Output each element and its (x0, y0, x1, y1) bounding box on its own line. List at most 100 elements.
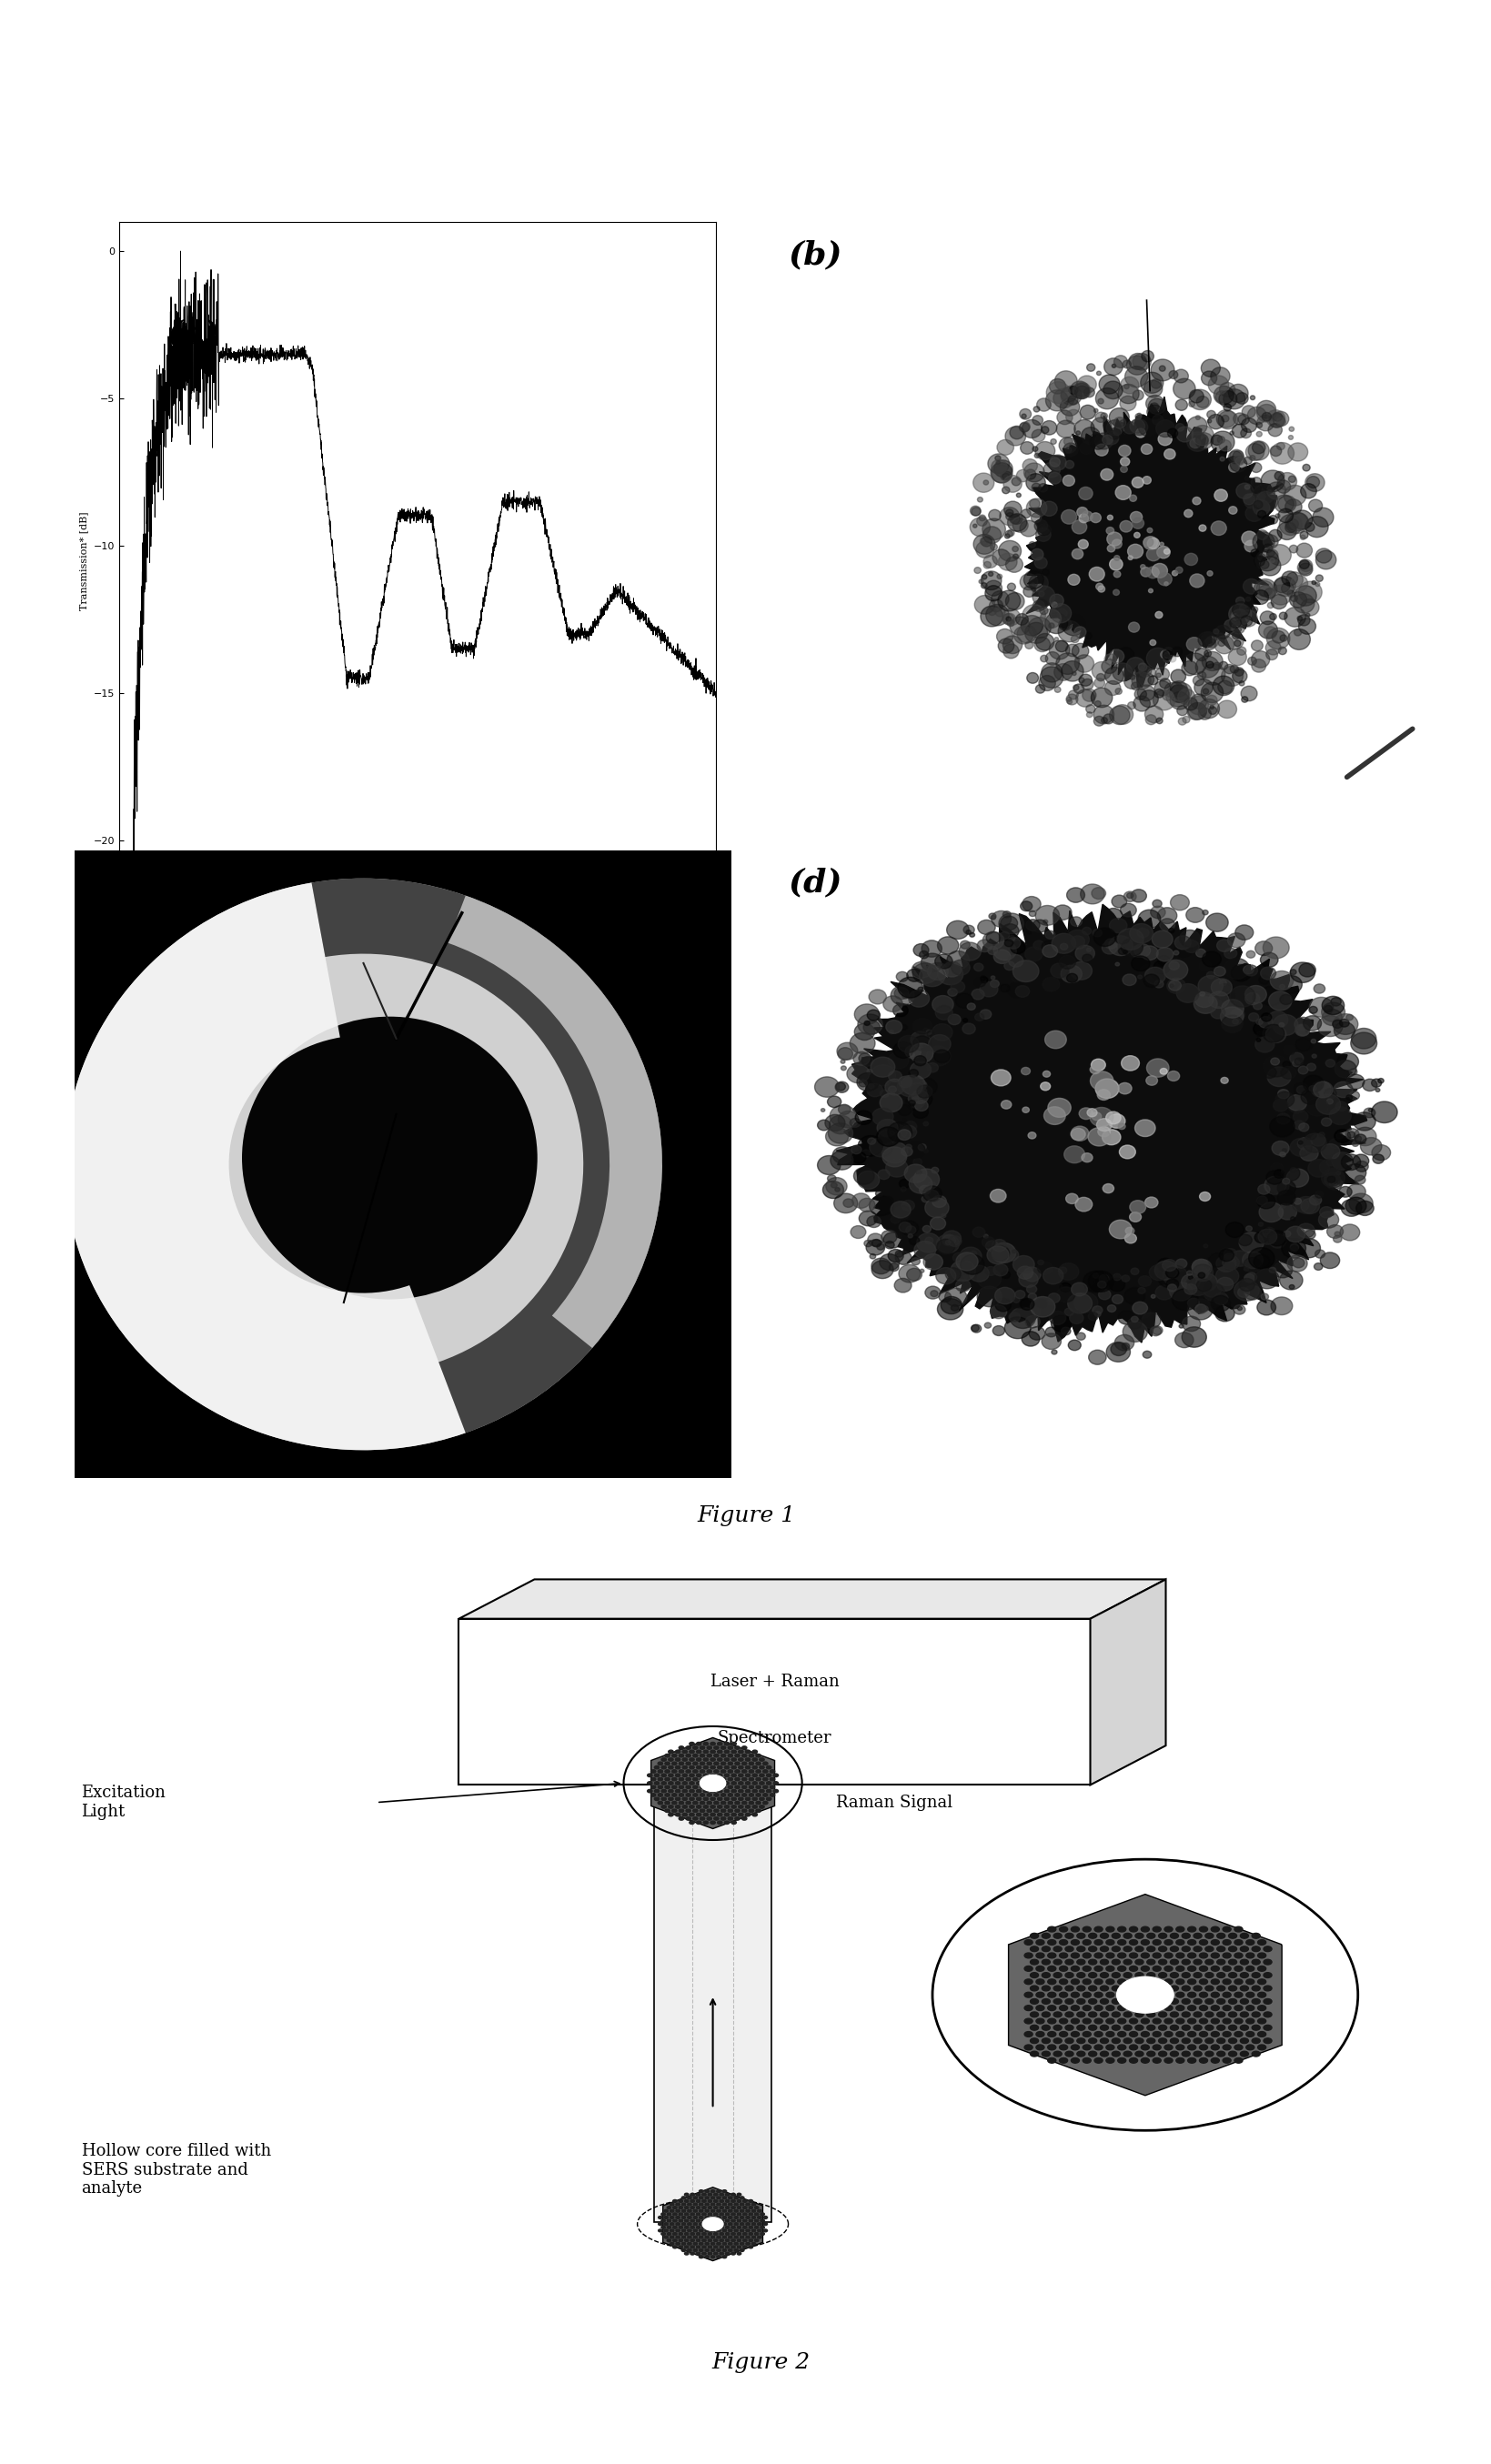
Circle shape (702, 1774, 708, 1777)
Circle shape (725, 1742, 729, 1745)
Circle shape (1241, 616, 1251, 626)
Circle shape (1285, 1227, 1305, 1242)
Circle shape (678, 2232, 683, 2235)
Circle shape (1093, 705, 1114, 724)
Circle shape (1264, 1025, 1285, 1042)
Circle shape (696, 1796, 701, 1801)
Circle shape (681, 1767, 687, 1769)
Circle shape (1229, 986, 1254, 1008)
Circle shape (1059, 2033, 1068, 2038)
Circle shape (719, 2200, 723, 2203)
Circle shape (1336, 1133, 1342, 1138)
Circle shape (1175, 2018, 1184, 2023)
Circle shape (1077, 1974, 1084, 1979)
Circle shape (984, 582, 1002, 596)
Circle shape (710, 1814, 714, 1816)
Circle shape (690, 2240, 693, 2242)
Circle shape (1003, 1316, 1030, 1338)
Circle shape (1287, 1254, 1306, 1271)
Circle shape (1135, 1934, 1142, 1939)
Circle shape (1003, 535, 1009, 540)
Circle shape (1293, 1121, 1303, 1129)
Circle shape (1336, 1170, 1340, 1175)
Circle shape (1147, 668, 1156, 678)
Circle shape (741, 1809, 747, 1814)
Circle shape (1182, 653, 1206, 675)
Circle shape (728, 1809, 732, 1814)
Circle shape (1094, 387, 1118, 409)
Circle shape (901, 1220, 918, 1234)
Circle shape (1100, 717, 1106, 722)
Circle shape (1103, 382, 1123, 399)
Circle shape (1117, 1939, 1126, 1944)
Circle shape (1044, 1030, 1066, 1050)
Circle shape (1068, 1340, 1081, 1350)
Circle shape (1223, 2006, 1230, 2011)
Circle shape (1159, 2050, 1166, 2057)
Circle shape (1154, 611, 1161, 618)
Circle shape (686, 1777, 690, 1781)
Circle shape (1269, 446, 1281, 456)
Circle shape (1206, 572, 1212, 577)
Circle shape (1103, 357, 1123, 375)
Circle shape (751, 1774, 757, 1777)
Circle shape (1224, 1222, 1243, 1237)
Circle shape (993, 1264, 1008, 1276)
Circle shape (1066, 695, 1077, 705)
Circle shape (1023, 586, 1035, 596)
Circle shape (1211, 2006, 1218, 2011)
Circle shape (1172, 648, 1181, 655)
Circle shape (1078, 488, 1091, 500)
Circle shape (1169, 1934, 1178, 1939)
Circle shape (992, 466, 1011, 483)
Circle shape (1041, 2025, 1050, 2030)
Circle shape (917, 1143, 926, 1151)
Circle shape (719, 2205, 723, 2208)
Circle shape (1278, 611, 1287, 618)
Circle shape (875, 1190, 883, 1198)
Circle shape (1147, 2038, 1154, 2043)
Circle shape (854, 1023, 874, 1040)
Circle shape (1141, 1939, 1148, 1944)
Circle shape (1153, 961, 1169, 973)
Text: Excitation
Light: Excitation Light (82, 1784, 166, 1821)
Circle shape (1175, 1993, 1184, 1998)
Circle shape (1135, 414, 1141, 419)
Circle shape (1009, 1308, 1035, 1328)
Circle shape (1185, 638, 1202, 650)
Circle shape (1020, 902, 1032, 912)
Circle shape (731, 1789, 737, 1794)
Circle shape (1324, 1005, 1331, 1013)
Circle shape (1133, 944, 1150, 956)
Circle shape (655, 1789, 659, 1794)
Circle shape (748, 2220, 753, 2223)
Circle shape (1129, 419, 1147, 436)
Circle shape (1202, 663, 1224, 685)
Circle shape (893, 1279, 911, 1294)
Circle shape (719, 2245, 723, 2247)
Circle shape (740, 2230, 744, 2232)
Circle shape (1047, 1966, 1056, 1971)
Circle shape (1221, 414, 1229, 421)
Circle shape (696, 1781, 701, 1784)
Circle shape (762, 1777, 768, 1781)
Circle shape (696, 1767, 701, 1769)
Circle shape (647, 1789, 652, 1794)
Circle shape (1348, 1069, 1357, 1074)
Circle shape (1008, 954, 1023, 966)
Circle shape (1203, 638, 1215, 650)
Circle shape (1325, 1060, 1334, 1067)
Circle shape (1123, 1934, 1132, 1939)
Circle shape (707, 2232, 711, 2235)
Circle shape (1085, 365, 1094, 372)
Circle shape (1175, 1927, 1184, 1932)
Circle shape (1045, 382, 1069, 404)
Circle shape (1053, 2013, 1062, 2018)
Circle shape (1059, 1927, 1068, 1932)
Circle shape (1257, 1966, 1266, 1971)
Circle shape (1293, 594, 1314, 614)
Circle shape (716, 2235, 720, 2237)
Circle shape (1209, 705, 1214, 710)
Circle shape (675, 1749, 680, 1754)
Circle shape (1285, 520, 1297, 530)
